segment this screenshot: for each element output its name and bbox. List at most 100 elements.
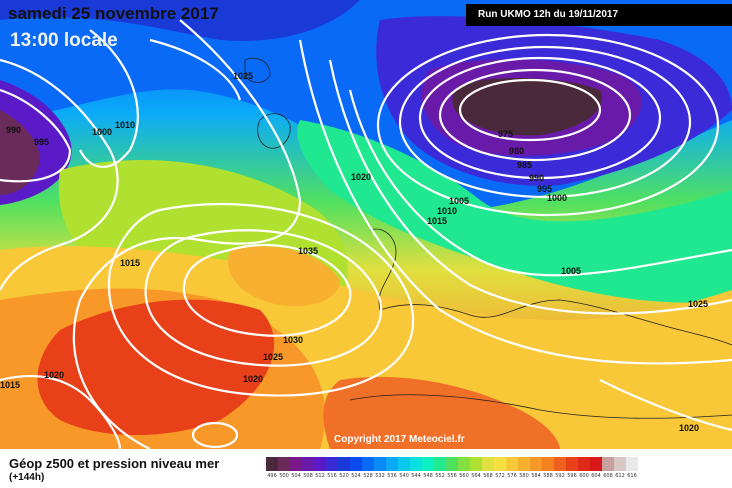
scale-swatch: 584 — [530, 457, 542, 479]
field-orange-south — [323, 376, 560, 449]
scale-tick-label: 556 — [447, 473, 457, 479]
scale-swatch: 532 — [374, 457, 386, 479]
isobars — [0, 19, 732, 449]
scale-tick-label: 580 — [519, 473, 529, 479]
isobar-990-e-label: 990 — [529, 173, 544, 183]
forecast-date: samedi 25 novembre 2017 — [8, 4, 219, 23]
scale-swatch: 588 — [542, 457, 554, 479]
scale-tick-label: 512 — [315, 473, 325, 479]
scale-swatch: 544 — [410, 457, 422, 479]
coastline-iceland — [244, 57, 271, 83]
isobar-ring-3 — [418, 56, 662, 180]
isobar-ring-5 — [376, 33, 720, 217]
coastline-british-isles — [257, 113, 291, 149]
scale-tick-label: 596 — [567, 473, 577, 479]
scale-tick-label: 540 — [399, 473, 409, 479]
scale-tick-label: 496 — [267, 473, 277, 479]
isobar-line-1020 — [72, 19, 302, 449]
scale-swatch: 540 — [398, 457, 410, 479]
isobar-995-e-label: 995 — [537, 184, 552, 194]
isobar-990-label: 990 — [6, 125, 21, 135]
isobar-975-label: 975 — [498, 129, 513, 139]
isobar-line-1005 — [348, 89, 732, 277]
coastline-southern-europe — [379, 299, 732, 346]
isobar-1020-label: 1020 — [351, 172, 371, 182]
scale-swatch: 512 — [314, 457, 326, 479]
isobar-1015-sw-label: 1015 — [0, 380, 20, 390]
scale-swatch: 568 — [482, 457, 494, 479]
scale-tick-label: 560 — [459, 473, 469, 479]
scale-swatch: 596 — [566, 457, 578, 479]
field-green-east — [297, 120, 732, 303]
isobar-line-north — [149, 38, 242, 101]
forecast-time: 13:00 locale — [10, 30, 118, 51]
scale-swatch: 616 — [626, 457, 638, 479]
isobar-1030-label: 1030 — [283, 335, 303, 345]
scale-swatch: 516 — [326, 457, 338, 479]
scale-swatch: 580 — [518, 457, 530, 479]
isobar-line-1010 — [328, 59, 732, 315]
isobar-1035-label: 1035 — [298, 246, 318, 256]
field-orange-high — [228, 246, 340, 307]
isobar-1020-se-label: 1020 — [679, 423, 699, 433]
scale-tick-label: 604 — [591, 473, 601, 479]
scale-tick-label: 608 — [603, 473, 613, 479]
isobar-1015-label: 1015 — [427, 216, 447, 226]
isobar-995-w-label: 995 — [34, 137, 49, 147]
isobar-line-1000-west — [79, 29, 139, 168]
scale-swatch: 572 — [494, 457, 506, 479]
isobar-1005-e-label: 1005 — [561, 266, 581, 276]
isobar-line-west — [0, 58, 119, 291]
scale-tick-label: 536 — [387, 473, 397, 479]
isobar-1025-e-label: 1025 — [688, 299, 708, 309]
scale-tick-label: 528 — [363, 473, 373, 479]
isobar-1025-b-label: 1025 — [263, 352, 283, 362]
isobar-ring-1 — [458, 78, 602, 142]
scale-swatch: 576 — [506, 457, 518, 479]
scale-swatch: 500 — [278, 457, 290, 479]
scale-tick-label: 576 — [507, 473, 517, 479]
copyright-text: Copyright 2017 Meteociel.fr — [334, 434, 465, 445]
legend-title: Géop z500 et pression niveau mer — [9, 456, 220, 471]
scale-swatch: 600 — [578, 457, 590, 479]
isobar-ring-small-south — [191, 421, 239, 449]
legend-subtitle: (+144h) — [9, 472, 45, 483]
scale-tick-label: 568 — [483, 473, 493, 479]
scale-tick-label: 524 — [351, 473, 361, 479]
scale-tick-label: 508 — [303, 473, 313, 479]
isobar-1020-c-label: 1020 — [44, 370, 64, 380]
field-low-core — [452, 78, 602, 136]
coastline-north-africa — [349, 394, 732, 419]
scale-swatch: 560 — [458, 457, 470, 479]
scale-tick-label: 548 — [423, 473, 433, 479]
isobar-ring-4 — [398, 45, 692, 199]
isobar-ring-2 — [438, 68, 632, 162]
scale-tick-label: 584 — [531, 473, 541, 479]
scale-swatch: 504 — [290, 457, 302, 479]
pressure-map: 1025990995100010109759809859909951000100… — [0, 0, 732, 449]
scale-tick-label: 544 — [411, 473, 421, 479]
isobar-line-west-low — [0, 88, 72, 183]
model-run-box: Run UKMO 12h du 19/11/2017 — [466, 4, 732, 26]
scale-tick-label: 616 — [627, 473, 637, 479]
scale-tick-label: 532 — [375, 473, 385, 479]
scale-swatch: 556 — [446, 457, 458, 479]
scale-tick-label: 520 — [339, 473, 349, 479]
scale-tick-label: 564 — [471, 473, 481, 479]
isobar-1005-label: 1005 — [449, 196, 469, 206]
scale-swatch: 604 — [590, 457, 602, 479]
isobar-1000-w-label: 1000 — [92, 127, 112, 137]
scale-swatch: 612 — [614, 457, 626, 479]
scale-swatch: 552 — [434, 457, 446, 479]
scale-swatch: 592 — [554, 457, 566, 479]
scale-swatch: 520 — [338, 457, 350, 479]
field-west-low-core — [0, 110, 40, 195]
scale-tick-label: 588 — [543, 473, 553, 479]
scale-swatch: 548 — [422, 457, 434, 479]
isobar-980-label: 980 — [509, 146, 524, 156]
scale-swatch: 508 — [302, 457, 314, 479]
scale-swatch: 536 — [386, 457, 398, 479]
scale-swatch: 528 — [362, 457, 374, 479]
isobar-1020-b-label: 1020 — [243, 374, 263, 384]
